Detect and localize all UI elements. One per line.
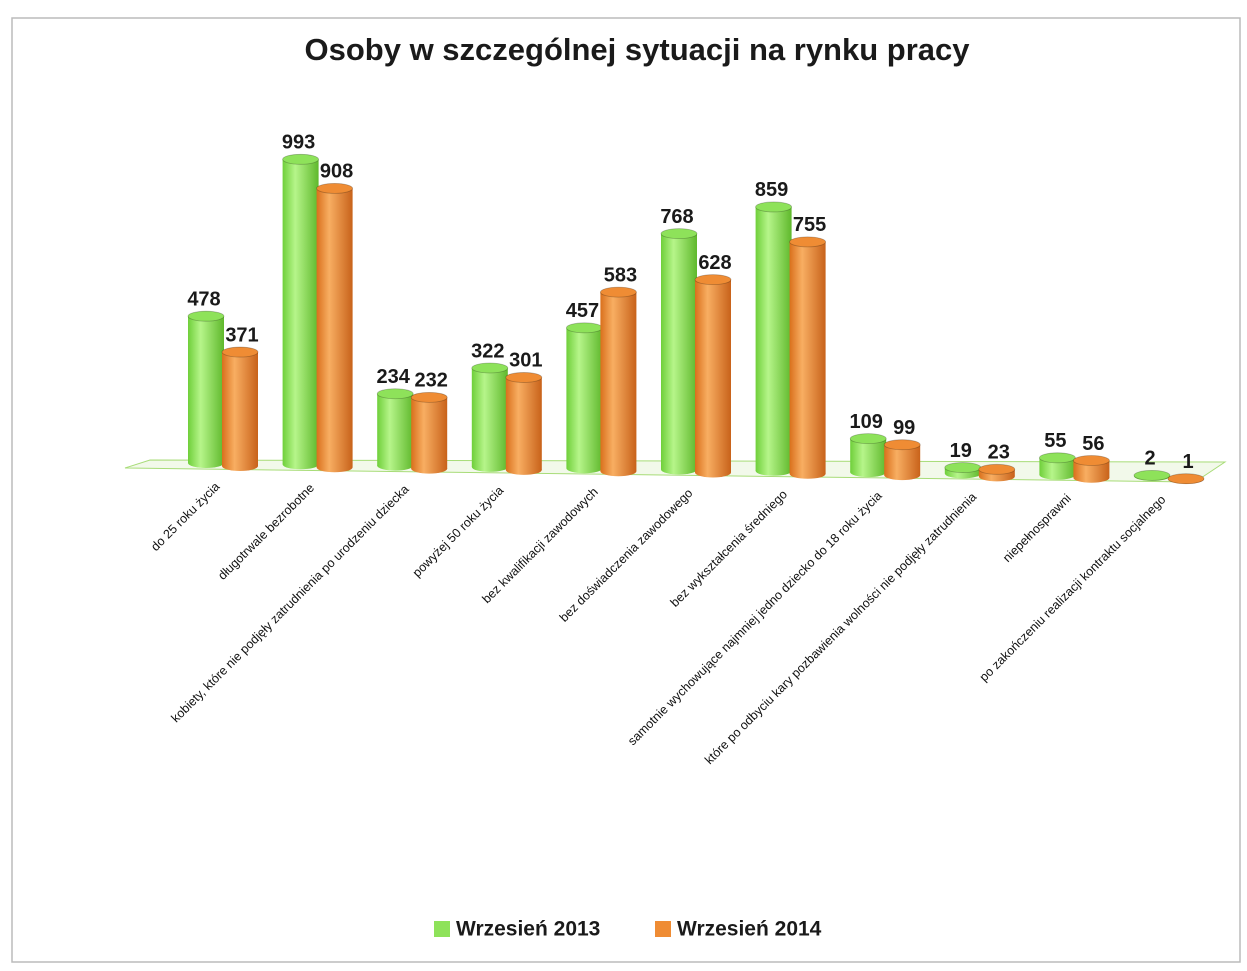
bar-top	[410, 391, 448, 403]
data-label: 768	[660, 206, 693, 228]
data-label: 478	[187, 288, 220, 310]
bar	[850, 438, 887, 473]
bar-top	[471, 362, 509, 374]
bar	[600, 292, 637, 472]
bar	[661, 233, 697, 470]
bar	[695, 279, 731, 473]
data-label: 109	[850, 411, 883, 433]
bar-top	[978, 463, 1016, 475]
bar	[471, 367, 508, 467]
bar-top	[1039, 452, 1076, 464]
data-label: 583	[604, 264, 637, 286]
legend-swatch	[434, 921, 450, 937]
bar	[755, 206, 792, 471]
frame	[11, 17, 1241, 963]
bar-top	[944, 462, 982, 473]
data-label: 56	[1082, 433, 1104, 455]
bar	[505, 377, 542, 470]
bar-top	[1073, 455, 1110, 466]
x-tick-label: niepełnosprawni	[1000, 491, 1074, 565]
data-label: 628	[698, 252, 731, 274]
data-label: 55	[1044, 430, 1066, 452]
bar-top	[789, 236, 826, 248]
bar-top	[660, 228, 698, 240]
bar-top	[505, 372, 543, 383]
data-label: 457	[566, 300, 599, 322]
bar-top	[1167, 473, 1205, 485]
data-label: 371	[225, 324, 258, 346]
bar	[566, 327, 603, 469]
bar-top	[694, 274, 732, 286]
data-label: 301	[509, 350, 542, 372]
x-tick-label: długotrwale bezrobotne	[215, 481, 317, 583]
bar-top	[849, 433, 887, 445]
x-tick-label: kobiety, które nie podjęły zatrudnienia …	[169, 482, 412, 725]
data-label: 232	[415, 370, 448, 392]
data-label: 23	[988, 442, 1010, 464]
data-label: 993	[282, 132, 315, 154]
bar-top	[566, 322, 603, 334]
bar	[789, 241, 826, 474]
data-label: 99	[893, 417, 915, 439]
data-label: 19	[950, 440, 972, 462]
data-label: 1	[1182, 451, 1193, 473]
bar	[884, 444, 921, 476]
bar-top	[221, 346, 259, 358]
chart-title: Osoby w szczególnej sytuacji na rynku pr…	[304, 32, 970, 67]
bar	[316, 188, 353, 468]
bar-top	[316, 183, 354, 194]
bar	[188, 316, 224, 463]
legend-label: Wrzesień 2013	[456, 918, 600, 941]
data-label: 755	[793, 214, 826, 236]
bar-top	[883, 439, 921, 451]
bar	[377, 393, 414, 466]
bar-top	[376, 388, 414, 400]
x-tick-label: do 25 roku życia	[148, 480, 222, 554]
x-tick-label: po zakończeniu realizacji kontraktu socj…	[977, 493, 1169, 685]
legend-label: Wrzesień 2014	[677, 918, 822, 941]
data-label: 2	[1144, 448, 1155, 470]
bar-top	[755, 201, 792, 213]
data-label: 234	[377, 366, 411, 388]
bar-top	[1133, 469, 1171, 481]
data-label: 859	[755, 179, 788, 201]
legend-swatch	[655, 921, 671, 937]
bar	[222, 352, 258, 466]
bar-top	[187, 310, 225, 322]
data-label: 322	[471, 340, 504, 362]
bar	[282, 159, 319, 465]
bar-top	[282, 153, 320, 165]
x-tick-label: powyżej 50 roku życia	[410, 483, 506, 579]
bar-top	[600, 286, 637, 298]
bar	[411, 397, 448, 469]
data-label: 908	[320, 161, 353, 183]
